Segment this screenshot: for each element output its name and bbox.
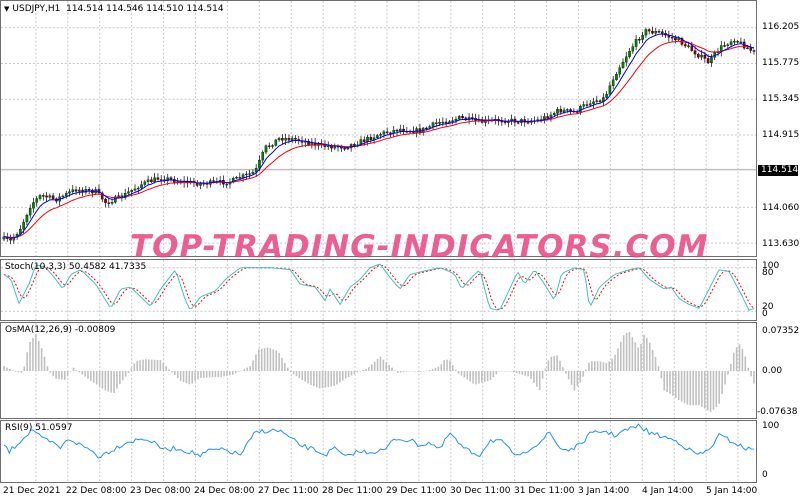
time-label-10: 3 Jan 14:00 — [578, 486, 630, 496]
rsi-axis-0: 0 — [762, 470, 768, 480]
rsi-plot[interactable] — [1, 421, 756, 482]
osma-histogram[interactable] — [1, 323, 756, 418]
rsi-axis-100: 100 — [762, 421, 780, 431]
osma-panel[interactable]: OsMA(12,26,9) -0.00809 — [0, 322, 757, 419]
time-label-1: 21 Dec 2021 — [3, 486, 61, 496]
stoch-axis-80: 80 — [762, 268, 774, 278]
price-label-1: 116.205 — [762, 22, 800, 32]
time-label-2: 22 Dec 08:00 — [66, 486, 127, 496]
price-label-6: 113.630 — [762, 239, 800, 249]
symbol-label: USDJPY,H1 — [12, 4, 61, 14]
time-label-7: 29 Dec 11:00 — [386, 486, 447, 496]
rsi-panel[interactable]: RSI(9) 51.0597 — [0, 420, 757, 483]
price-plot[interactable] — [1, 1, 756, 256]
price-label-3: 115.345 — [762, 94, 800, 104]
price-label-2: 115.775 — [762, 58, 800, 68]
price-label-4: 114.915 — [762, 130, 800, 140]
current-price-tag: 114.514 — [758, 165, 798, 176]
rsi-legend: RSI(9) 51.0597 — [5, 423, 73, 433]
osma-legend: OsMA(12,26,9) -0.00809 — [5, 325, 116, 335]
time-label-12: 5 Jan 14:00 — [706, 486, 758, 496]
dropdown-arrow-icon[interactable]: ▼ — [4, 5, 10, 13]
stoch-axis-0: 0 — [762, 309, 768, 319]
stochastic-legend: Stoch(10,3,3) 50.4582 41.7335 — [5, 262, 147, 272]
stochastic-plot[interactable] — [1, 260, 756, 320]
osma-axis-max: 0.07352 — [762, 326, 800, 336]
time-label-5: 27 Dec 11:00 — [258, 486, 319, 496]
watermark-text: TOP-TRADING-INDICATORS.COM — [130, 229, 709, 265]
stoch-axis-20: 20 — [762, 302, 774, 312]
time-label-11: 4 Jan 14:00 — [642, 486, 694, 496]
time-label-9: 31 Dec 11:00 — [514, 486, 575, 496]
main-price-chart[interactable]: ▼ USDJPY,H1 114.514 114.546 114.510 114.5… — [0, 0, 757, 257]
stochastic-panel[interactable]: Stoch(10,3,3) 50.4582 41.7335 — [0, 259, 757, 321]
time-label-8: 30 Dec 11:00 — [450, 486, 511, 496]
price-label-5: 114.060 — [762, 203, 800, 213]
chart-title: ▼ USDJPY,H1 114.514 114.546 114.510 114.5… — [4, 4, 224, 14]
time-label-6: 28 Dec 11:00 — [322, 486, 383, 496]
osma-axis-min: -0.07638 — [757, 407, 798, 417]
osma-axis-zero: 0.00 — [762, 366, 783, 376]
stoch-axis-100: 100 — [762, 261, 780, 271]
ohlc-values: 114.514 114.546 114.510 114.514 — [66, 4, 224, 14]
time-label-4: 24 Dec 08:00 — [194, 486, 255, 496]
time-label-3: 23 Dec 08:00 — [130, 486, 191, 496]
